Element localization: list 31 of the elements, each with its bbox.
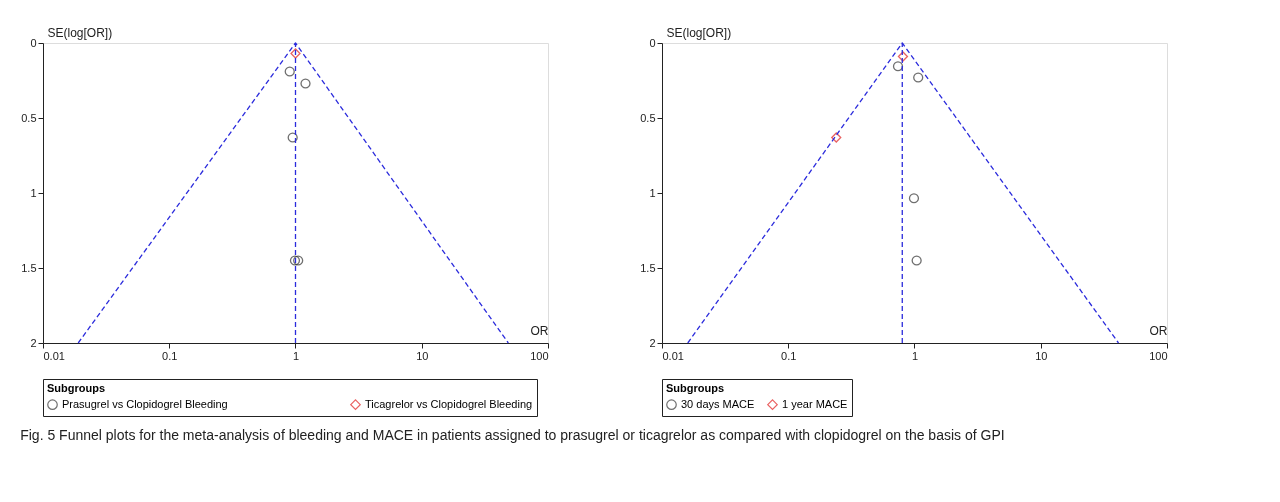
x-tick-label: 100 bbox=[1149, 349, 1168, 362]
x-tick-label: 0.01 bbox=[662, 349, 684, 362]
x-tick-label: 1 bbox=[911, 349, 919, 362]
y-tick-label: 2 bbox=[649, 336, 656, 349]
x-axis-title: OR bbox=[1149, 323, 1168, 338]
y-tick-label: 0 bbox=[649, 36, 656, 49]
x-tick-label: 10 bbox=[416, 349, 429, 362]
legend-label: Ticagrelor vs Clopidogrel Bleeding bbox=[365, 397, 533, 410]
x-tick-label: 100 bbox=[530, 349, 549, 362]
y-tick-label: 0.5 bbox=[640, 111, 656, 124]
x-tick-label: 0.1 bbox=[781, 349, 797, 362]
y-tick-label: 2 bbox=[30, 336, 37, 349]
legend-title: Subgroups bbox=[666, 382, 725, 394]
legend-label: 1 year MACE bbox=[782, 397, 848, 410]
caption: Fig. 5 Funnel plots for the meta-analysis of bleeding and MACE in patients assigned to prasugrel or ticagrelor as compared with clopidogrel on the basis of GPI bbox=[20, 427, 1005, 443]
y-axis-title: SE(log[OR]) bbox=[666, 25, 732, 40]
y-tick-label: 1.5 bbox=[21, 261, 37, 274]
y-tick-label: 1 bbox=[649, 186, 656, 199]
x-tick-label: 10 bbox=[1035, 349, 1048, 362]
y-tick-label: 0 bbox=[30, 36, 37, 49]
legend-title: Subgroups bbox=[47, 382, 106, 394]
y-tick-label: 1.5 bbox=[640, 261, 656, 274]
y-tick-label: 1 bbox=[30, 186, 37, 199]
y-tick-label: 0.5 bbox=[21, 111, 37, 124]
y-axis-title: SE(log[OR]) bbox=[47, 25, 113, 40]
legend-label: 30 days MACE bbox=[681, 397, 755, 410]
legend-label: Prasugrel vs Clopidogrel Bleeding bbox=[62, 397, 228, 410]
x-tick-label: 0.01 bbox=[43, 349, 65, 362]
x-tick-label: 0.1 bbox=[162, 349, 178, 362]
x-axis-title: OR bbox=[530, 323, 549, 338]
x-tick-label: 1 bbox=[292, 349, 300, 362]
